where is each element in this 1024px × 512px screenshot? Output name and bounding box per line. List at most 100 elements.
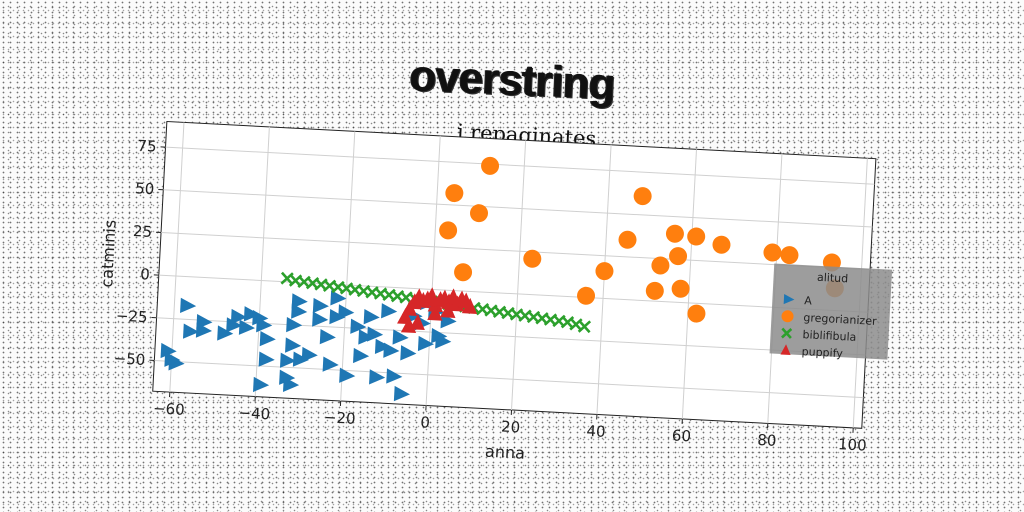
y-tick-label: 25 [133, 222, 153, 241]
data-point [358, 329, 375, 345]
data-point [195, 322, 213, 338]
y-tick-label: −25 [116, 307, 149, 327]
data-point [252, 376, 270, 393]
x-tick-label: −40 [238, 404, 271, 424]
x-grid-line [340, 131, 356, 402]
data-point [687, 227, 706, 246]
legend-marker [783, 293, 795, 305]
data-point [292, 351, 309, 367]
data-point [381, 303, 398, 319]
data-point [180, 297, 197, 313]
y-tick-label: 75 [137, 137, 157, 156]
legend-marker [780, 344, 791, 355]
y-grid-line [158, 274, 868, 313]
data-point [312, 297, 329, 314]
data-point [282, 376, 300, 392]
data-point [671, 279, 690, 298]
data-point [400, 345, 417, 361]
y-tick-label: −50 [113, 349, 146, 369]
chart-rotated-group: j repaginates −60 −40 −20 0 20 40 60 80 100−50−2… [97, 120, 893, 463]
series-biblifibula [280, 271, 592, 334]
legend-marker [781, 327, 793, 339]
legend-label: A [804, 294, 813, 307]
data-point [386, 368, 403, 384]
data-point [182, 323, 200, 339]
data-point [374, 338, 392, 355]
data-point [523, 249, 542, 268]
data-point [665, 224, 684, 243]
data-point [226, 317, 243, 333]
data-point [763, 243, 782, 262]
data-point [392, 329, 409, 345]
data-point [651, 256, 670, 275]
ticks: −60 −40 −20 0 20 40 60 80 100 −50 −25 0 25 50 75 [113, 137, 868, 455]
data-point [279, 369, 296, 385]
y-grid-line [154, 359, 864, 399]
x-grid-line [425, 135, 441, 406]
x-tick-label: −20 [324, 408, 357, 428]
data-point [687, 304, 706, 323]
data-point [481, 156, 500, 175]
data-point [470, 204, 489, 223]
data-point [454, 263, 473, 282]
data-point [330, 290, 347, 306]
data-point [258, 351, 275, 367]
y-grid-line [161, 231, 871, 271]
x-tick-label: 0 [420, 413, 430, 431]
legend-title: alitud [817, 271, 849, 286]
y-grid-line [156, 317, 866, 356]
data-point [409, 313, 425, 331]
x-tick-label: 100 [838, 435, 868, 454]
x-grid-line [681, 149, 697, 419]
y-tick-label: 50 [135, 179, 155, 198]
data-point [243, 306, 260, 322]
legend-box [769, 263, 893, 360]
data-point [577, 319, 592, 334]
x-axis-label: anna [485, 442, 526, 463]
x-tick-label: 60 [671, 426, 691, 445]
data-point [217, 325, 234, 341]
data-point [338, 304, 355, 320]
y-grid-line [165, 146, 875, 185]
data-point [238, 319, 255, 335]
legend-marker [781, 310, 794, 323]
data-point [780, 246, 799, 265]
legend-label: biblifibula [802, 328, 856, 344]
data-point [369, 369, 386, 385]
y-axis-label: catminis [97, 219, 120, 288]
data-point [645, 281, 664, 300]
data-point [319, 328, 336, 345]
data-point [164, 351, 181, 367]
x-grid-line [254, 126, 270, 397]
data-point [618, 230, 637, 249]
data-point [160, 342, 177, 359]
data-point [393, 385, 410, 402]
data-point [417, 335, 435, 352]
x-grid-line [511, 140, 527, 410]
legend-label: puppify [801, 345, 843, 360]
data-point [350, 318, 367, 334]
data-point [669, 247, 688, 266]
data-point [712, 235, 731, 254]
x-tick-label: 40 [586, 422, 606, 441]
data-point [291, 303, 308, 319]
data-point [230, 308, 247, 325]
data-point [322, 356, 339, 372]
data-point [252, 310, 269, 326]
series-a [160, 290, 457, 402]
data-point [256, 317, 273, 333]
y-grid-line [163, 189, 873, 228]
data-point [363, 309, 380, 325]
data-point [286, 316, 303, 333]
data-point [633, 187, 652, 206]
data-point [595, 262, 614, 281]
data-point [259, 330, 276, 347]
x-grid-line [169, 122, 185, 393]
data-point [461, 297, 478, 314]
data-point [285, 337, 302, 353]
y-tick-label: 0 [140, 265, 150, 283]
data-point [577, 286, 596, 305]
